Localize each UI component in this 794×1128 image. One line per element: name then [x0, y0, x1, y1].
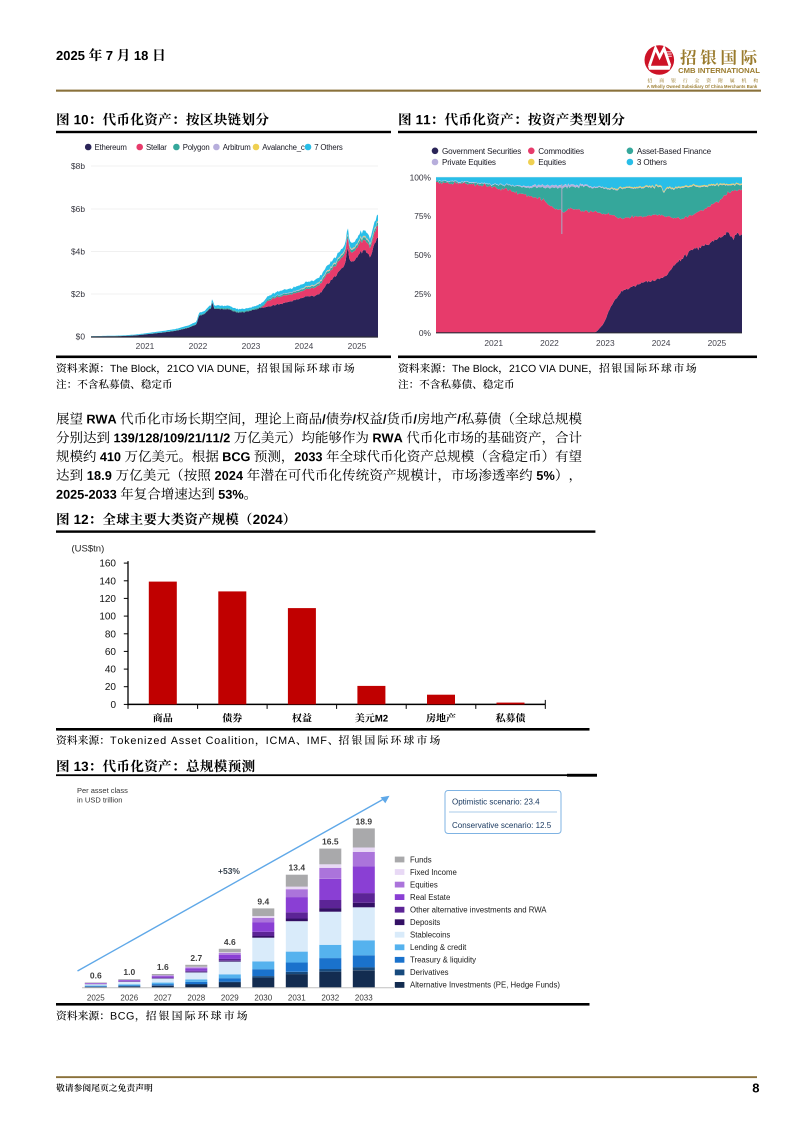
svg-text:4.6: 4.6 [224, 937, 236, 947]
svg-text:1.6: 1.6 [157, 962, 169, 972]
svg-text:1.0: 1.0 [123, 967, 135, 977]
svg-text:2024: 2024 [295, 341, 314, 351]
svg-text:(US$tn): (US$tn) [72, 544, 105, 555]
svg-text:Other alternative investments: Other alternative investments and RWA [410, 906, 547, 915]
svg-text:Stellar: Stellar [146, 143, 167, 152]
svg-text:Fixed Income: Fixed Income [410, 868, 457, 877]
svg-text:Deposits: Deposits [410, 918, 440, 927]
svg-text:Optimistic scenario: 23.4: Optimistic scenario: 23.4 [452, 798, 540, 807]
svg-text:9.4: 9.4 [257, 896, 269, 906]
svg-text:2025: 2025 [348, 341, 367, 351]
svg-text:8: 8 [752, 1081, 759, 1096]
svg-text:+53%: +53% [218, 866, 240, 876]
svg-text:Per asset class: Per asset class [77, 786, 128, 795]
svg-text:Government Securities: Government Securities [442, 147, 521, 156]
svg-text:Alternative Investments (PE, H: Alternative Investments (PE, Hedge Funds… [410, 981, 560, 990]
svg-text:25%: 25% [414, 289, 431, 299]
svg-text:0.6: 0.6 [90, 970, 102, 980]
svg-text:100: 100 [99, 612, 116, 623]
svg-text:Commodities: Commodities [538, 147, 584, 156]
svg-text:40: 40 [105, 665, 117, 676]
svg-text:2031: 2031 [288, 994, 306, 1003]
svg-text:Equities: Equities [410, 880, 438, 889]
svg-text:13.4: 13.4 [289, 863, 306, 873]
svg-text:2028: 2028 [187, 994, 205, 1003]
svg-text:80: 80 [105, 629, 117, 640]
svg-text:75%: 75% [414, 211, 431, 221]
svg-text:Conservative scenario: 12.5: Conservative scenario: 12.5 [452, 821, 552, 830]
svg-text:Stablecoins: Stablecoins [410, 931, 450, 940]
svg-text:$8b: $8b [71, 161, 85, 171]
svg-text:2033: 2033 [355, 994, 373, 1003]
svg-text:$4b: $4b [71, 247, 85, 257]
svg-text:2023: 2023 [596, 338, 615, 348]
svg-text:Polygon: Polygon [183, 143, 210, 152]
svg-text:0%: 0% [419, 328, 432, 338]
svg-text:0: 0 [110, 700, 116, 711]
svg-text:CMB INTERNATIONAL: CMB INTERNATIONAL [678, 66, 760, 75]
svg-text:160: 160 [99, 559, 116, 570]
svg-text:16.5: 16.5 [322, 837, 339, 847]
svg-text:Treasury & liquidity: Treasury & liquidity [410, 956, 476, 965]
svg-text:in USD trillion: in USD trillion [77, 796, 122, 805]
svg-text:2027: 2027 [154, 994, 172, 1003]
svg-text:2032: 2032 [321, 994, 339, 1003]
svg-text:Derivatives: Derivatives [410, 968, 449, 977]
svg-text:2029: 2029 [221, 994, 239, 1003]
svg-text:2030: 2030 [254, 994, 272, 1003]
svg-text:2021: 2021 [484, 338, 503, 348]
svg-text:Ethereum: Ethereum [95, 143, 127, 152]
svg-text:A Wholly Owned Subsidiary Of C: A Wholly Owned Subsidiary Of China Merch… [647, 84, 758, 89]
svg-text:2021: 2021 [136, 341, 155, 351]
svg-text:140: 140 [99, 576, 116, 587]
svg-text:Arbitrum: Arbitrum [223, 143, 251, 152]
svg-text:3 Others: 3 Others [637, 158, 667, 167]
svg-text:7 Others: 7 Others [314, 143, 343, 152]
svg-text:$6b: $6b [71, 204, 85, 214]
svg-text:$0: $0 [76, 332, 86, 342]
svg-text:2023: 2023 [242, 341, 261, 351]
svg-text:100%: 100% [410, 172, 432, 182]
svg-text:Avalanche_c: Avalanche_c [262, 143, 305, 152]
svg-text:Private Equities: Private Equities [442, 158, 496, 167]
svg-text:Equities: Equities [538, 158, 566, 167]
svg-text:Real Estate: Real Estate [410, 893, 450, 902]
svg-text:60: 60 [105, 647, 117, 658]
svg-text:2022: 2022 [540, 338, 559, 348]
svg-text:2026: 2026 [120, 994, 138, 1003]
svg-text:20: 20 [105, 682, 117, 693]
svg-text:50%: 50% [414, 250, 431, 260]
svg-text:2025: 2025 [87, 994, 105, 1003]
svg-text:120: 120 [99, 594, 116, 605]
svg-text:2025: 2025 [708, 338, 727, 348]
svg-text:Lending & credit: Lending & credit [410, 943, 467, 952]
svg-text:$2b: $2b [71, 289, 85, 299]
svg-text:Funds: Funds [410, 855, 432, 864]
svg-text:2022: 2022 [189, 341, 208, 351]
svg-text:2024: 2024 [652, 338, 671, 348]
svg-text:Asset-Based Finance: Asset-Based Finance [637, 147, 712, 156]
svg-text:18.9: 18.9 [356, 816, 373, 826]
svg-text:2.7: 2.7 [190, 953, 202, 963]
